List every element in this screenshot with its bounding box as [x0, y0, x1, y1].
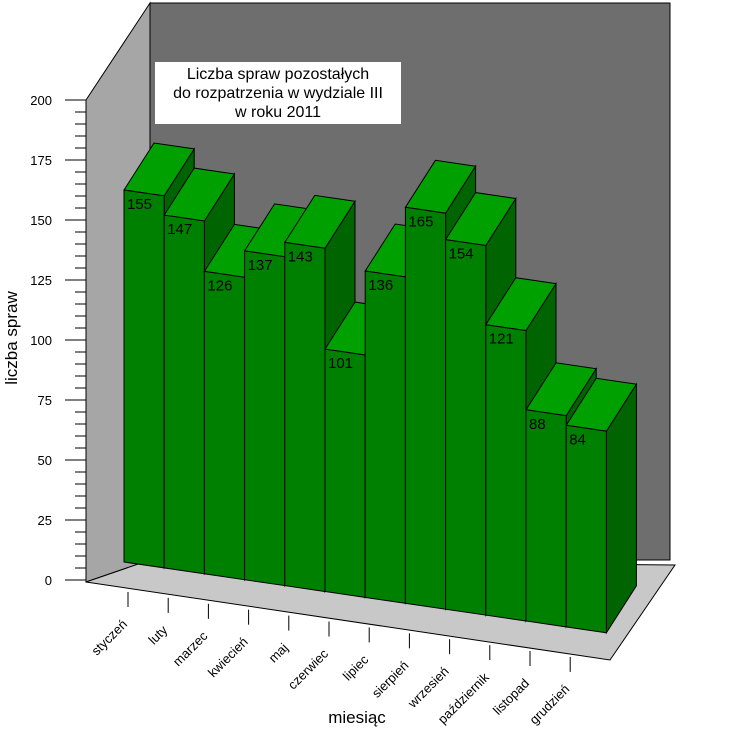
y-axis: 0 25 50 75 100 125 150 175 200 — [30, 93, 87, 588]
y-tick-label: 175 — [30, 153, 52, 168]
value-label: 101 — [328, 355, 353, 372]
value-label: 165 — [408, 213, 433, 230]
value-label: 136 — [368, 277, 393, 294]
title-line-1: Liczba spraw pozostałych — [187, 66, 369, 83]
x-tick-label: sierpień — [369, 658, 412, 701]
y-tick-label: 150 — [30, 213, 52, 228]
title-box — [155, 62, 401, 124]
value-label: 147 — [167, 221, 192, 238]
bar-front — [364, 270, 406, 604]
value-label: 121 — [489, 331, 514, 348]
bar-front — [445, 239, 487, 616]
title-line-3: w roku 2011 — [234, 104, 321, 121]
value-label: 126 — [207, 277, 232, 294]
x-tick-label: maj — [265, 640, 290, 665]
bar-front — [404, 206, 447, 610]
bar-front — [244, 250, 286, 587]
x-tick-label: listopad — [490, 676, 532, 718]
value-label: 137 — [248, 257, 273, 274]
x-axis-title: miesiąc — [328, 708, 386, 727]
y-tick-label: 0 — [45, 573, 52, 588]
y-tick-label: 75 — [38, 393, 52, 408]
value-label: 154 — [449, 246, 474, 263]
y-tick-label: 125 — [30, 273, 52, 288]
x-tick-label: lipiec — [340, 652, 372, 684]
x-tick-label: wrzesień — [404, 664, 452, 712]
bar-front — [565, 424, 607, 634]
value-label: 88 — [529, 416, 546, 433]
x-tick-label: kwiecień — [205, 634, 251, 680]
bar-front — [284, 241, 326, 593]
value-label: 143 — [288, 248, 313, 265]
value-label: 84 — [569, 431, 586, 448]
y-tick-label: 50 — [38, 453, 52, 468]
bar-front — [324, 348, 366, 598]
y-axis-title: liczba spraw — [2, 291, 21, 385]
bar-grudzień: 84 — [565, 377, 638, 635]
bar-front — [525, 409, 567, 628]
value-label: 155 — [127, 196, 152, 213]
bar-front — [163, 214, 205, 575]
x-tick-label: luty — [145, 622, 170, 647]
x-tick-label: marzec — [170, 628, 211, 669]
y-tick-label: 25 — [38, 513, 52, 528]
y-tick-label: 200 — [30, 93, 52, 108]
bar-front — [123, 189, 165, 569]
chart-title: Liczba spraw pozostałych do rozpatrzenia… — [155, 62, 401, 124]
x-tick-label: czerwiec — [285, 646, 332, 693]
y-tick-label: 100 — [30, 333, 52, 348]
bar-front — [203, 270, 246, 581]
x-tick-label: styczeń — [88, 617, 130, 659]
bars: 155 147 126 137 143 101 136 165 154 121 88 84 — [123, 142, 638, 635]
x-tick-label: grudzień — [526, 681, 572, 727]
bar-front — [485, 324, 527, 622]
title-line-2: do rozpatrzenia w wydziale III — [173, 85, 383, 102]
